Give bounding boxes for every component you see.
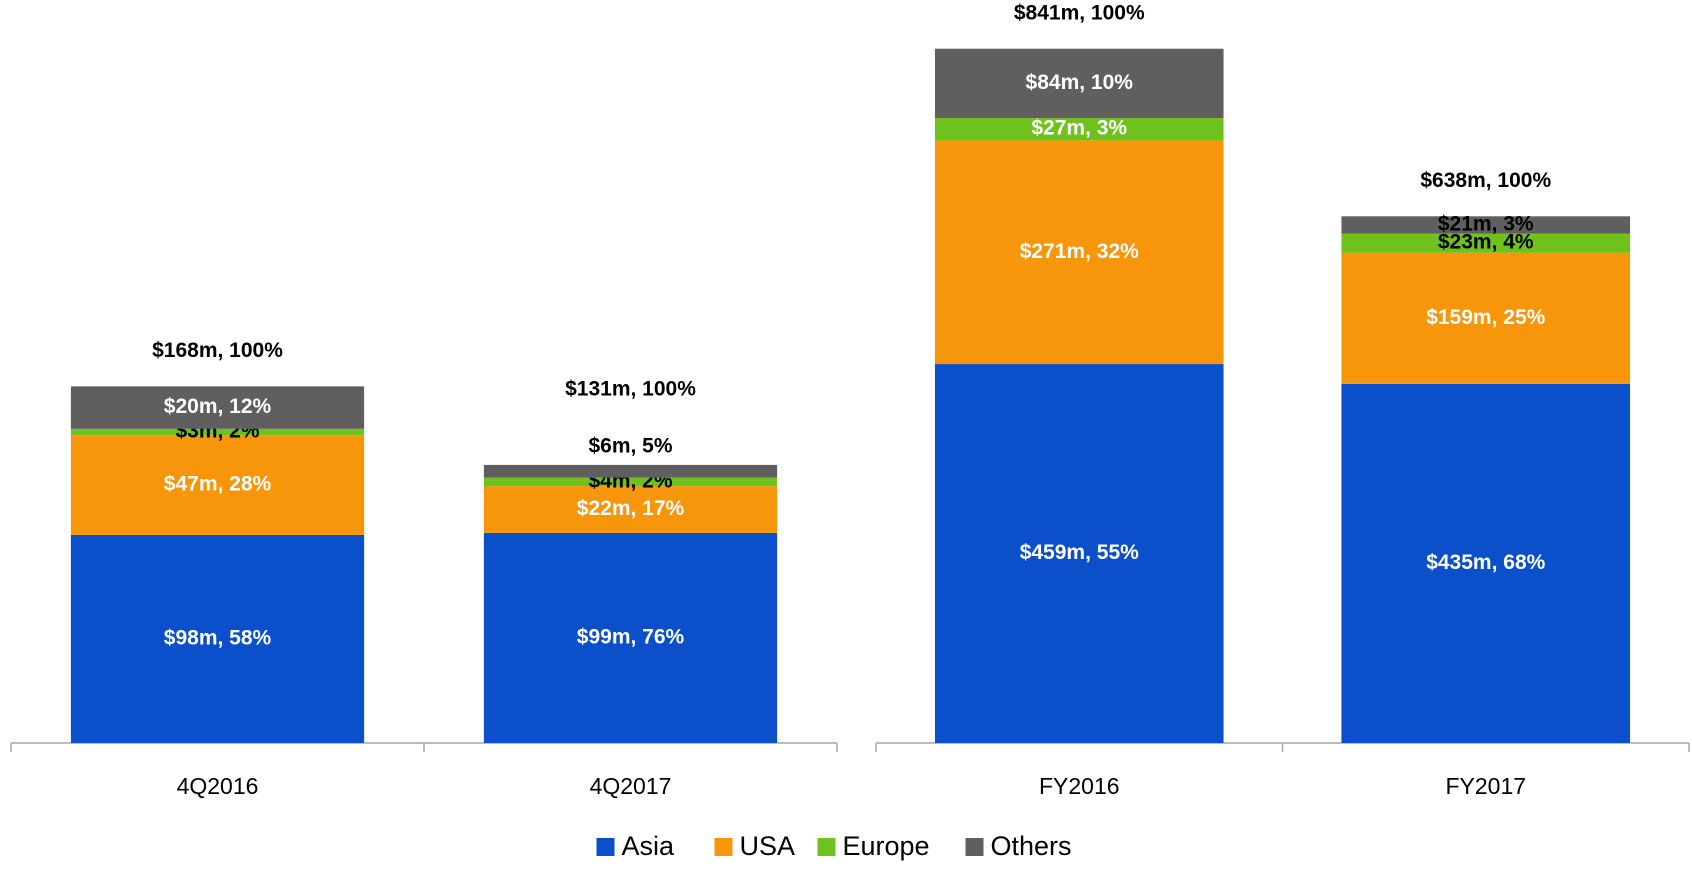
data-label: $47m, 28% bbox=[164, 473, 272, 496]
data-label: $27m, 3% bbox=[1031, 117, 1127, 140]
legend-swatch bbox=[817, 838, 836, 856]
legend-label: Others bbox=[991, 831, 1072, 861]
data-label: $98m, 58% bbox=[164, 627, 272, 650]
bar-segment bbox=[70, 428, 365, 436]
data-label: $159m, 25% bbox=[1426, 306, 1545, 329]
data-label: $99m, 76% bbox=[577, 625, 685, 648]
data-label: $271m, 32% bbox=[1020, 240, 1139, 263]
bar-segment bbox=[1341, 252, 1631, 384]
data-label: $435m, 68% bbox=[1426, 551, 1545, 574]
bar-segment bbox=[934, 48, 1224, 119]
legend-swatch bbox=[714, 838, 733, 856]
legend-label: Asia bbox=[622, 831, 676, 861]
legend-swatch bbox=[596, 838, 615, 856]
legend: Asia USA Europe Others bbox=[596, 831, 1072, 861]
data-label: $20m, 12% bbox=[164, 395, 272, 418]
x-tick-label: 4Q2016 bbox=[177, 773, 259, 799]
x-tick-label: 4Q2017 bbox=[590, 773, 672, 799]
bar-segment bbox=[1341, 383, 1631, 743]
data-label: $459m, 55% bbox=[1020, 541, 1139, 564]
bar-segment bbox=[483, 486, 778, 533]
bar-segment bbox=[70, 534, 365, 743]
total-label: $168m, 100% bbox=[152, 339, 283, 362]
total-label: $638m, 100% bbox=[1420, 169, 1551, 192]
legend-label: Europe bbox=[843, 831, 930, 861]
data-label: $21m, 3% bbox=[1438, 213, 1534, 236]
bar-segment bbox=[70, 386, 365, 429]
data-label: $84m, 10% bbox=[1026, 71, 1134, 94]
bar-segment bbox=[934, 118, 1224, 141]
data-label: $23m, 4% bbox=[1438, 231, 1534, 254]
data-label: $22m, 17% bbox=[577, 497, 685, 520]
bar-segment bbox=[483, 532, 778, 743]
x-tick-label: FY2016 bbox=[1039, 773, 1120, 799]
x-tick-label: FY2017 bbox=[1445, 773, 1526, 799]
total-label: $131m, 100% bbox=[565, 377, 696, 400]
legend-label: USA bbox=[740, 831, 796, 861]
bar-segment bbox=[483, 464, 778, 478]
bar-segment bbox=[70, 435, 365, 535]
bar-segment bbox=[934, 140, 1224, 365]
bar-segment bbox=[483, 477, 778, 487]
data-label: $6m, 5% bbox=[588, 434, 672, 457]
bar-segment bbox=[1341, 216, 1631, 234]
legend-swatch bbox=[965, 838, 984, 856]
bar-segment bbox=[934, 364, 1224, 743]
total-label: $841m, 100% bbox=[1014, 1, 1145, 24]
bar-segment bbox=[1341, 233, 1631, 253]
